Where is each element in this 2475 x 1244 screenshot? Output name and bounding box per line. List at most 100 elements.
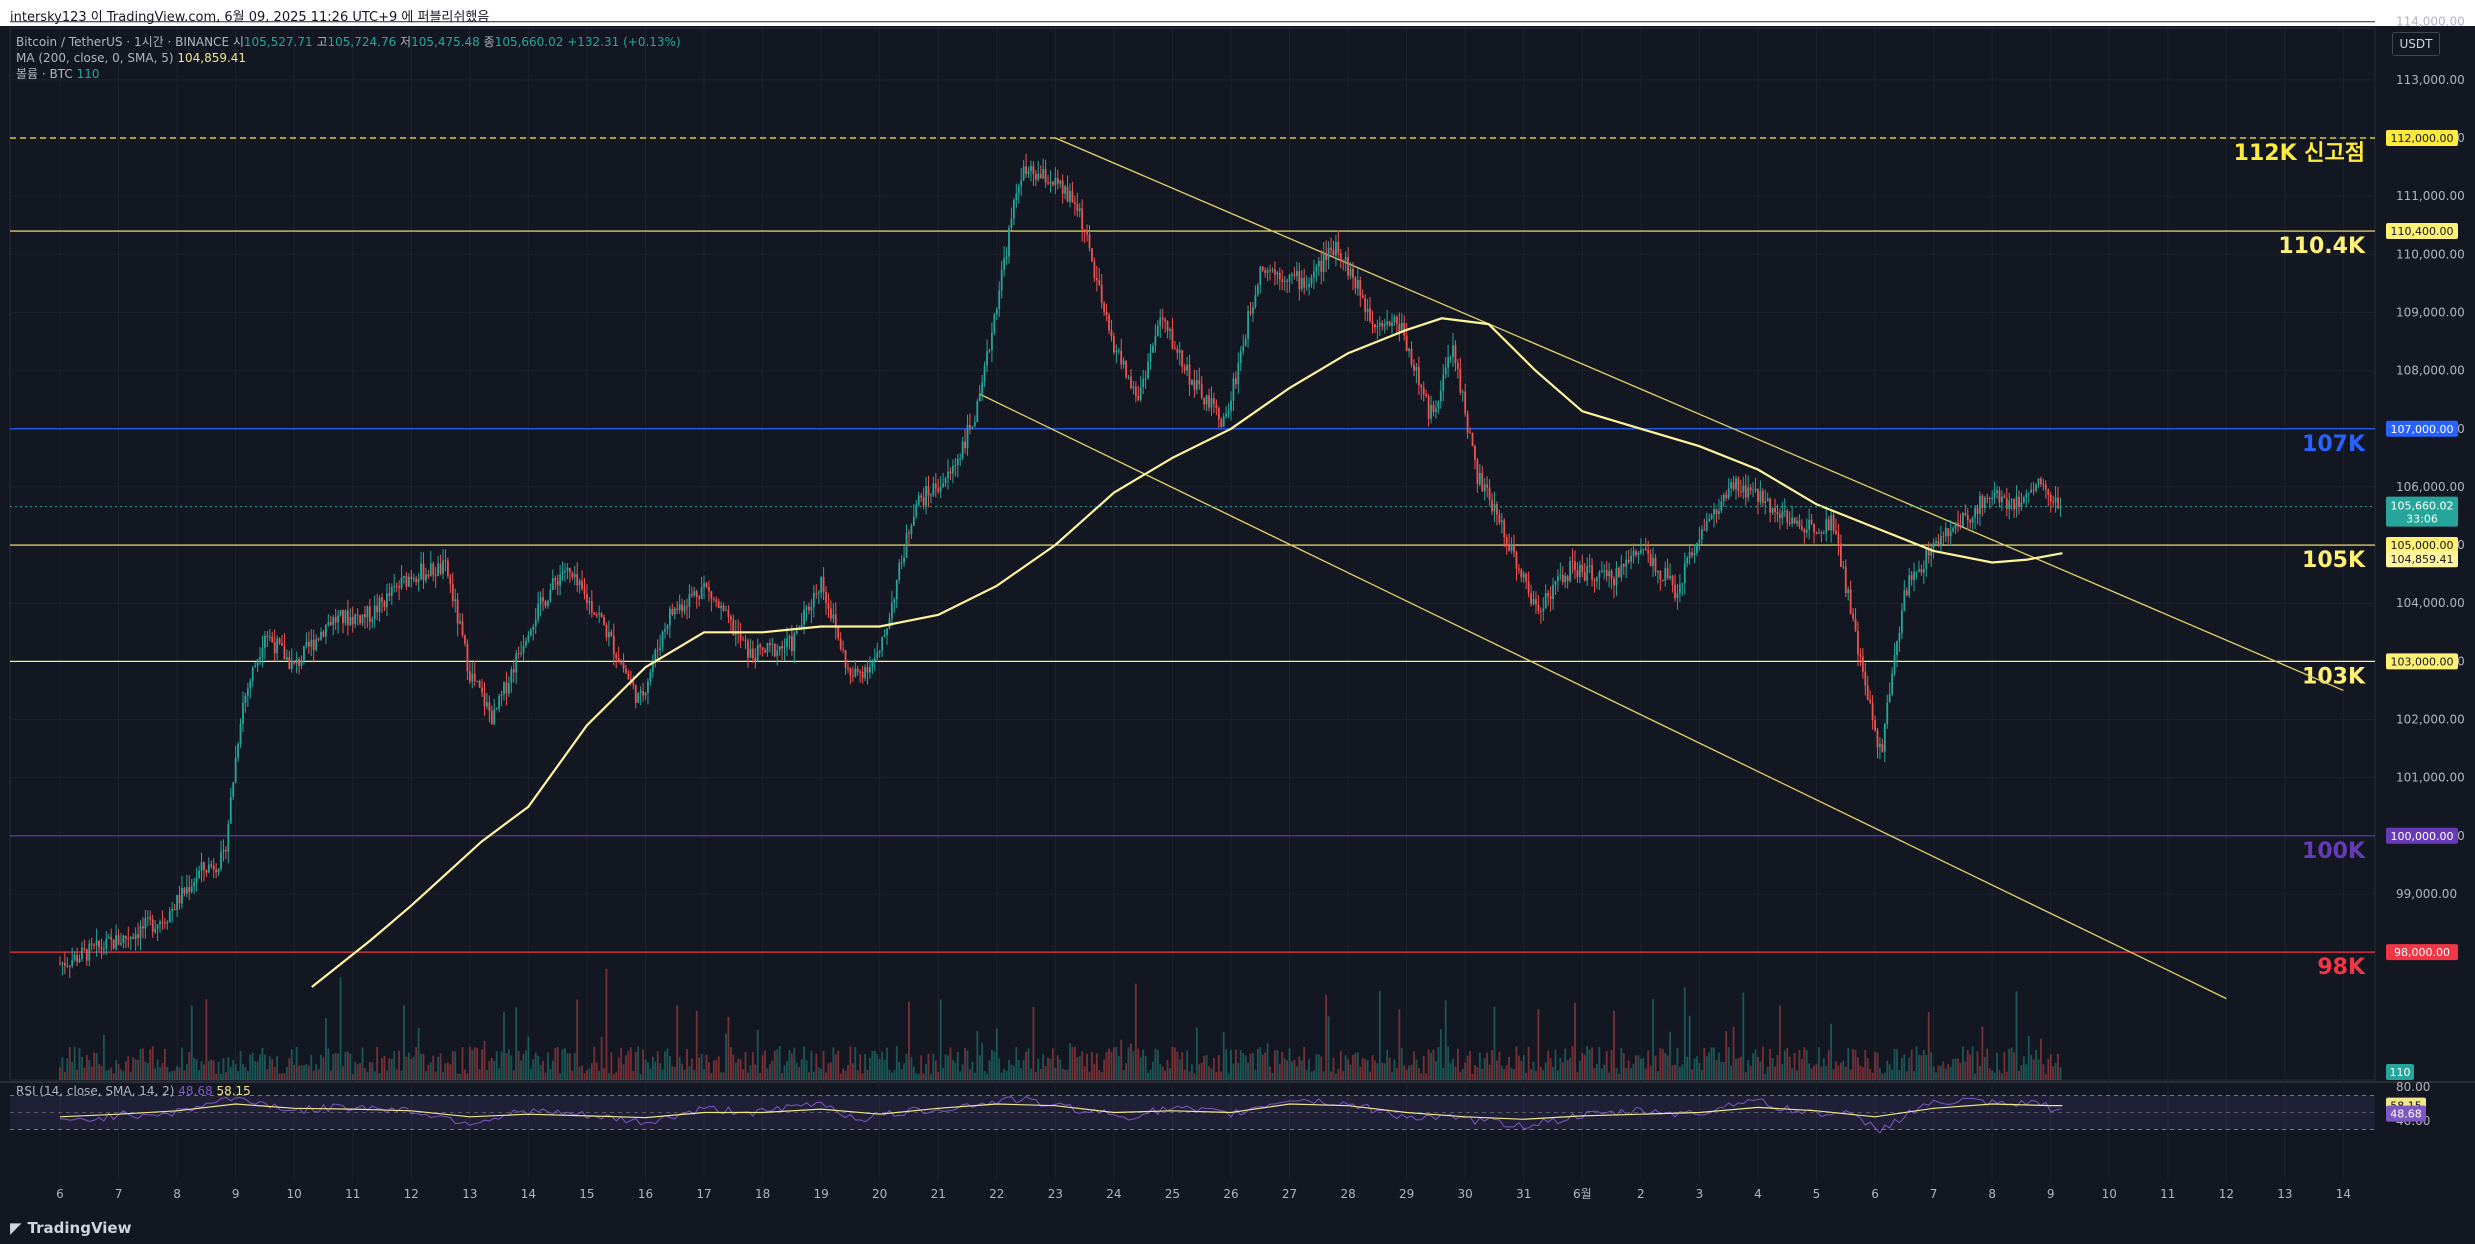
volume-bar xyxy=(2008,1048,2011,1080)
volume-bar xyxy=(461,1047,464,1080)
candle-body xyxy=(1015,193,1018,200)
volume-bar xyxy=(98,1063,100,1080)
volume-bar xyxy=(925,1064,927,1080)
x-tick-label: 13 xyxy=(462,1187,477,1201)
candle-body xyxy=(1947,528,1950,537)
candle-body xyxy=(166,922,169,924)
candle-body xyxy=(115,935,118,949)
level-label: 105K xyxy=(2302,548,2366,573)
candle-body xyxy=(303,645,305,661)
volume-bar xyxy=(288,1058,291,1080)
candle-body xyxy=(1234,378,1237,385)
volume-bar xyxy=(661,1069,664,1080)
candle-body xyxy=(1466,413,1469,433)
candle-body xyxy=(1130,376,1132,389)
candle-body xyxy=(1557,576,1559,581)
volume-bar xyxy=(1761,1046,1764,1080)
x-tick-label: 10 xyxy=(287,1187,302,1201)
level-tag xyxy=(2386,420,2458,437)
candle-body xyxy=(986,351,988,366)
volume-bar xyxy=(1132,1051,1135,1080)
candle-body xyxy=(873,658,876,661)
candle-body xyxy=(1798,520,1801,527)
volume-bar xyxy=(1974,1073,1976,1080)
tradingview-logo[interactable]: ◤ TradingView xyxy=(10,1219,131,1237)
candle-body xyxy=(2005,498,2008,509)
volume-bar xyxy=(1513,1069,1515,1080)
candle-body xyxy=(388,593,391,596)
candle-body xyxy=(1073,202,1076,204)
volume-bar xyxy=(310,1054,313,1080)
volume-bar xyxy=(1642,1057,1645,1080)
volume-bar xyxy=(1603,1064,1606,1080)
candle-body xyxy=(327,621,330,625)
candle-body xyxy=(334,617,337,623)
volume-bar xyxy=(1032,1006,1035,1080)
candle-body xyxy=(1622,564,1625,567)
candle-body xyxy=(1891,673,1894,695)
volume-bar xyxy=(556,1046,559,1080)
candle-body xyxy=(490,711,493,725)
volume-bar xyxy=(168,1072,171,1080)
candle-body xyxy=(468,671,471,682)
volume-bar xyxy=(595,1062,598,1080)
volume-bar xyxy=(766,1068,769,1080)
volume-bar xyxy=(1164,1070,1167,1080)
volume-bar xyxy=(959,1071,962,1080)
volume-bar xyxy=(1344,1055,1347,1080)
volume-bar xyxy=(1332,1057,1335,1080)
volume-bar xyxy=(605,968,608,1080)
volume-bar xyxy=(1852,1048,1854,1080)
volume-bar xyxy=(1127,1047,1130,1080)
candle-body xyxy=(964,441,966,449)
candle-body xyxy=(915,504,918,517)
candle-body xyxy=(1520,569,1523,578)
candle-body xyxy=(525,640,527,646)
candle-body xyxy=(1354,277,1357,289)
volume-bar xyxy=(71,1062,74,1080)
candle-body xyxy=(930,495,932,497)
y-tick-label: 104,000.00 xyxy=(2396,596,2465,610)
level-tag-text: 103,000.00 xyxy=(2391,655,2454,668)
volume-bar xyxy=(927,1053,930,1080)
candle-body xyxy=(1137,396,1140,400)
candle-body xyxy=(1305,286,1308,288)
candle-body xyxy=(1996,490,1998,493)
candle-body xyxy=(503,682,505,695)
candle-body xyxy=(1671,575,1674,586)
candle-body xyxy=(573,574,576,578)
candle-body xyxy=(749,648,752,658)
volume-bar xyxy=(1549,1058,1552,1080)
x-tick-label: 28 xyxy=(1340,1187,1355,1201)
volume-bar xyxy=(1193,1073,1196,1080)
last-price-tag xyxy=(2386,496,2458,527)
volume-bar xyxy=(895,1046,898,1080)
candle-body xyxy=(781,646,784,649)
candle-body xyxy=(961,441,964,459)
volume-bar xyxy=(908,1001,910,1080)
volume-bar xyxy=(234,1064,237,1080)
legend-ma-row[interactable]: MA (200, close, 0, SMA, 5) 104,859.41 xyxy=(16,50,681,66)
candle-body xyxy=(1510,544,1513,551)
candle-body xyxy=(446,560,449,576)
candle-body xyxy=(1561,575,1564,583)
candle-body xyxy=(1522,573,1525,578)
candle-body xyxy=(1988,498,1991,500)
candle-body xyxy=(732,619,735,636)
x-tick-label: 24 xyxy=(1106,1187,1121,1201)
volume-bar xyxy=(117,1064,120,1080)
legend-volume-row[interactable]: 볼륨 · BTC 110 xyxy=(16,66,681,82)
candle-body xyxy=(1356,280,1359,289)
level-tag xyxy=(2386,223,2458,240)
candle-body xyxy=(1666,568,1669,579)
volume-bar xyxy=(1044,1065,1047,1080)
volume-bar xyxy=(1930,1052,1933,1080)
candle-body xyxy=(1398,323,1401,332)
candle-body xyxy=(712,598,715,600)
volume-bar xyxy=(1669,1031,1672,1080)
candle-body xyxy=(459,621,461,624)
currency-button[interactable]: USDT xyxy=(2392,32,2440,56)
volume-bar xyxy=(73,1046,76,1080)
candle-body xyxy=(1159,317,1162,327)
